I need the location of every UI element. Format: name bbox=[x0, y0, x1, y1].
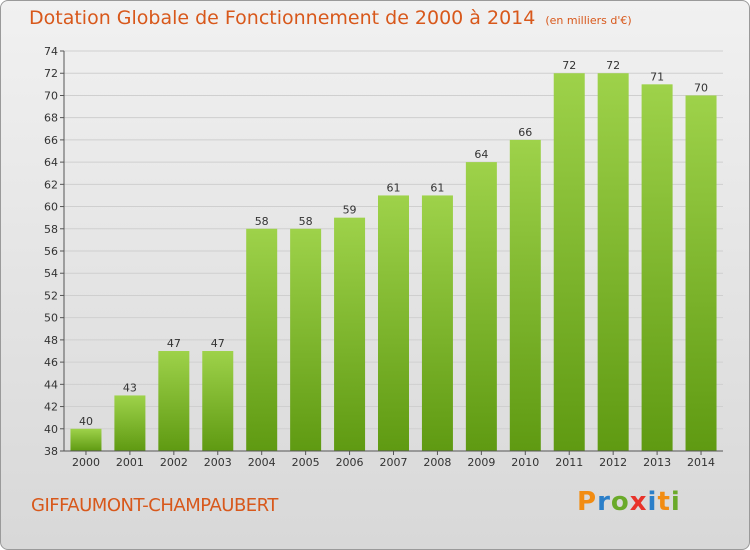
y-tick-label: 74 bbox=[44, 45, 58, 58]
title-text: Dotation Globale de Fonctionnement de 20… bbox=[29, 7, 536, 29]
logo-letter: i bbox=[647, 487, 658, 517]
bars-group: 40 43 47 47 58 58 59 61 61 64 66 72 72 71 70 bbox=[70, 59, 717, 451]
value-label-2000: 40 bbox=[79, 415, 93, 428]
value-label-2007: 61 bbox=[387, 181, 401, 194]
x-tick-label-2000: 2000 bbox=[72, 456, 100, 469]
x-tick-label-2002: 2002 bbox=[160, 456, 188, 469]
value-label-2010: 66 bbox=[518, 126, 532, 139]
bar-2002 bbox=[158, 351, 190, 451]
bar-2010 bbox=[509, 139, 541, 451]
value-label-2013: 71 bbox=[650, 70, 664, 83]
value-label-2005: 58 bbox=[299, 215, 313, 228]
x-tick-label-2011: 2011 bbox=[555, 456, 583, 469]
bar-2009 bbox=[465, 162, 497, 451]
logo-letter: r bbox=[597, 487, 611, 517]
value-label-2004: 58 bbox=[255, 215, 269, 228]
axes: 38 40 42 44 46 48 50 52 54 56 58 60 62 64 66 68 70 72 74 20… bbox=[44, 45, 723, 469]
value-label-2006: 59 bbox=[343, 204, 357, 217]
logo-letter: x bbox=[629, 487, 648, 517]
x-tick-label-2008: 2008 bbox=[423, 456, 451, 469]
bar-2013 bbox=[641, 84, 673, 451]
logo-letter: t bbox=[657, 487, 671, 517]
x-tick-label-2013: 2013 bbox=[643, 456, 671, 469]
y-tick-label: 42 bbox=[44, 401, 58, 414]
y-tick-label: 56 bbox=[44, 245, 58, 258]
y-tick-label: 52 bbox=[44, 289, 58, 302]
y-tick-label: 72 bbox=[44, 67, 58, 80]
y-tick-label: 66 bbox=[44, 134, 58, 147]
x-tick-label-2004: 2004 bbox=[248, 456, 276, 469]
value-label-2012: 72 bbox=[606, 59, 620, 72]
y-tick-label: 40 bbox=[44, 423, 58, 436]
bar-2001 bbox=[114, 395, 146, 451]
y-tick-label: 38 bbox=[44, 445, 58, 458]
unit-label: (en milliers d'€) bbox=[545, 14, 632, 27]
x-tick-label-2014: 2014 bbox=[687, 456, 715, 469]
bar-2014 bbox=[685, 95, 717, 451]
logo-letter: o bbox=[610, 487, 630, 517]
x-tick-label-2010: 2010 bbox=[511, 456, 539, 469]
value-label-2003: 47 bbox=[211, 337, 225, 350]
bar-2012 bbox=[597, 73, 629, 451]
y-tick-label: 44 bbox=[44, 378, 58, 391]
x-tick-label-2009: 2009 bbox=[467, 456, 495, 469]
y-tick-label: 62 bbox=[44, 178, 58, 191]
bar-2004 bbox=[246, 228, 278, 451]
y-tick-label: 48 bbox=[44, 334, 58, 347]
logo-letter: i bbox=[670, 487, 681, 517]
y-tick-label: 54 bbox=[44, 267, 58, 280]
value-label-2008: 61 bbox=[430, 181, 444, 194]
chart-title: Dotation Globale de Fonctionnement de 20… bbox=[29, 7, 632, 29]
bar-2011 bbox=[553, 73, 585, 451]
y-tick-label: 50 bbox=[44, 312, 58, 325]
x-tick-label-2007: 2007 bbox=[380, 456, 408, 469]
bar-2008 bbox=[421, 195, 453, 451]
proxiti-logo: Proxiti bbox=[577, 487, 681, 517]
y-tick-label: 64 bbox=[44, 156, 58, 169]
x-tick-label-2001: 2001 bbox=[116, 456, 144, 469]
y-tick-label: 46 bbox=[44, 356, 58, 369]
bar-2007 bbox=[378, 195, 409, 451]
y-tick-label: 60 bbox=[44, 201, 58, 214]
x-tick-label-2005: 2005 bbox=[292, 456, 320, 469]
bar-2000 bbox=[70, 428, 102, 451]
value-label-2011: 72 bbox=[562, 59, 576, 72]
y-tick-label: 58 bbox=[44, 223, 58, 236]
commune-name: GIFFAUMONT-CHAMPAUBERT bbox=[31, 495, 278, 516]
bar-2003 bbox=[202, 351, 234, 451]
bar-2006 bbox=[334, 217, 366, 451]
x-tick-label-2003: 2003 bbox=[204, 456, 232, 469]
value-label-2001: 43 bbox=[123, 381, 137, 394]
x-tick-label-2006: 2006 bbox=[336, 456, 364, 469]
logo-letter: P bbox=[577, 487, 598, 517]
y-tick-label: 68 bbox=[44, 112, 58, 125]
value-label-2002: 47 bbox=[167, 337, 181, 350]
bar-2005 bbox=[290, 228, 322, 451]
x-tick-label-2012: 2012 bbox=[599, 456, 627, 469]
value-label-2009: 64 bbox=[474, 148, 488, 161]
y-tick-label: 70 bbox=[44, 89, 58, 102]
value-label-2014: 70 bbox=[694, 81, 708, 94]
